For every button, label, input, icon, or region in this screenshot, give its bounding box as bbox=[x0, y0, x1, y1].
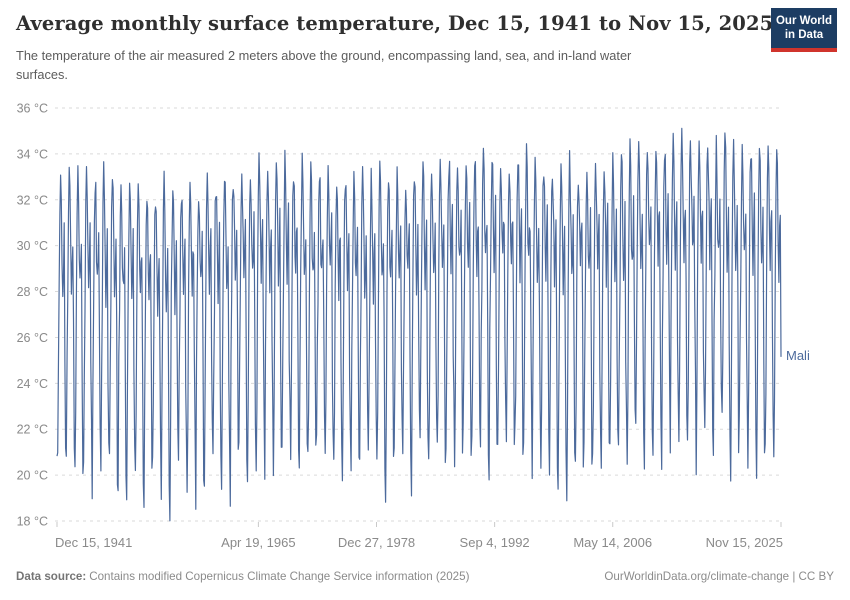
y-axis-tick-label: 28 °C bbox=[17, 285, 48, 299]
attribution-link[interactable]: OurWorldinData.org/climate-change | CC B… bbox=[604, 570, 834, 583]
y-axis-tick-label: 36 °C bbox=[17, 102, 48, 116]
owid-logo[interactable]: Our World in Data bbox=[771, 8, 837, 53]
x-axis-tick-label: Dec 27, 1978 bbox=[338, 535, 415, 550]
owid-logo-line1: Our World bbox=[775, 15, 832, 27]
data-source-note: Data source: Contains modified Copernicus… bbox=[16, 570, 469, 583]
x-axis-tick-label: May 14, 2006 bbox=[573, 535, 652, 550]
x-axis-tick-label: Sep 4, 1992 bbox=[460, 535, 530, 550]
y-axis-tick-label: 26 °C bbox=[17, 331, 48, 345]
x-axis-tick-label: Dec 15, 1941 bbox=[55, 535, 132, 550]
y-axis-tick-label: 34 °C bbox=[17, 147, 48, 161]
x-axis-tick-label: Apr 19, 1965 bbox=[221, 535, 295, 550]
y-axis-tick-label: 24 °C bbox=[17, 377, 48, 391]
data-source-text: Contains modified Copernicus Climate Cha… bbox=[89, 570, 470, 583]
page-subtitle: The temperature of the air measured 2 me… bbox=[16, 48, 632, 82]
y-axis-tick-label: 30 °C bbox=[17, 239, 48, 253]
y-axis-tick-label: 18 °C bbox=[17, 515, 48, 529]
y-axis-tick-label: 20 °C bbox=[17, 469, 48, 483]
temperature-line-mali[interactable] bbox=[56, 127, 782, 522]
series-label[interactable]: Mali bbox=[786, 347, 810, 363]
page-title: Average monthly surface temperature, Dec… bbox=[16, 12, 774, 35]
y-axis-tick-label: 32 °C bbox=[17, 193, 48, 207]
y-axis-tick-label: 22 °C bbox=[17, 423, 48, 437]
x-axis-tick-label: Nov 15, 2025 bbox=[706, 535, 783, 550]
data-source-label: Data source: bbox=[16, 570, 87, 583]
owid-logo-line2: in Data bbox=[784, 28, 824, 41]
chart-footer: Data source: Contains modified Copernicus… bbox=[16, 570, 834, 583]
